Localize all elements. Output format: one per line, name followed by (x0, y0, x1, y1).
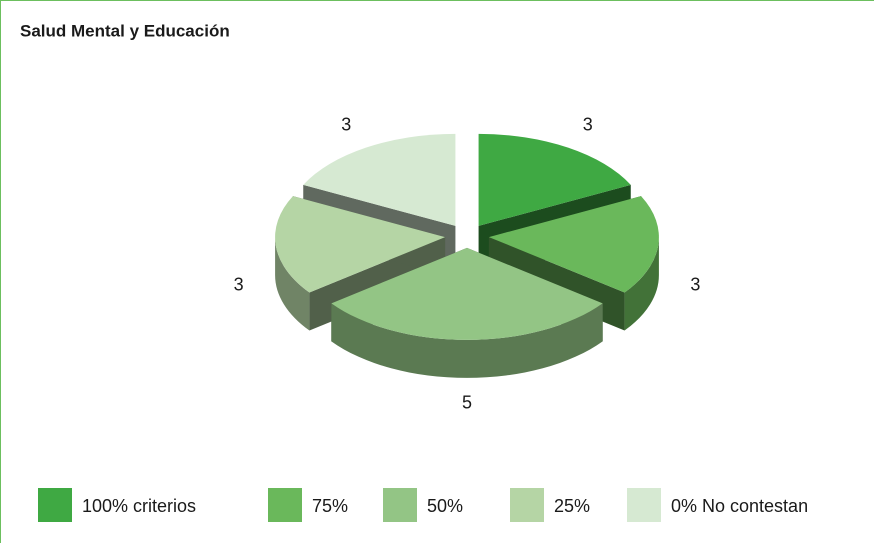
value-label: 5 (462, 392, 472, 412)
chart-title: Salud Mental y Educación (20, 21, 230, 40)
legend-label: 25% (554, 496, 590, 516)
legend-swatch (510, 488, 544, 522)
legend-swatch (268, 488, 302, 522)
legend-swatch (383, 488, 417, 522)
legend-label: 50% (427, 496, 463, 516)
value-label: 3 (341, 115, 351, 135)
legend-label: 0% No contestan (671, 496, 808, 516)
legend-label: 75% (312, 496, 348, 516)
legend-swatch (38, 488, 72, 522)
value-label: 3 (234, 275, 244, 295)
legend-swatch (627, 488, 661, 522)
value-label: 3 (690, 275, 700, 295)
legend-label: 100% criterios (82, 496, 196, 516)
value-label: 3 (583, 115, 593, 135)
